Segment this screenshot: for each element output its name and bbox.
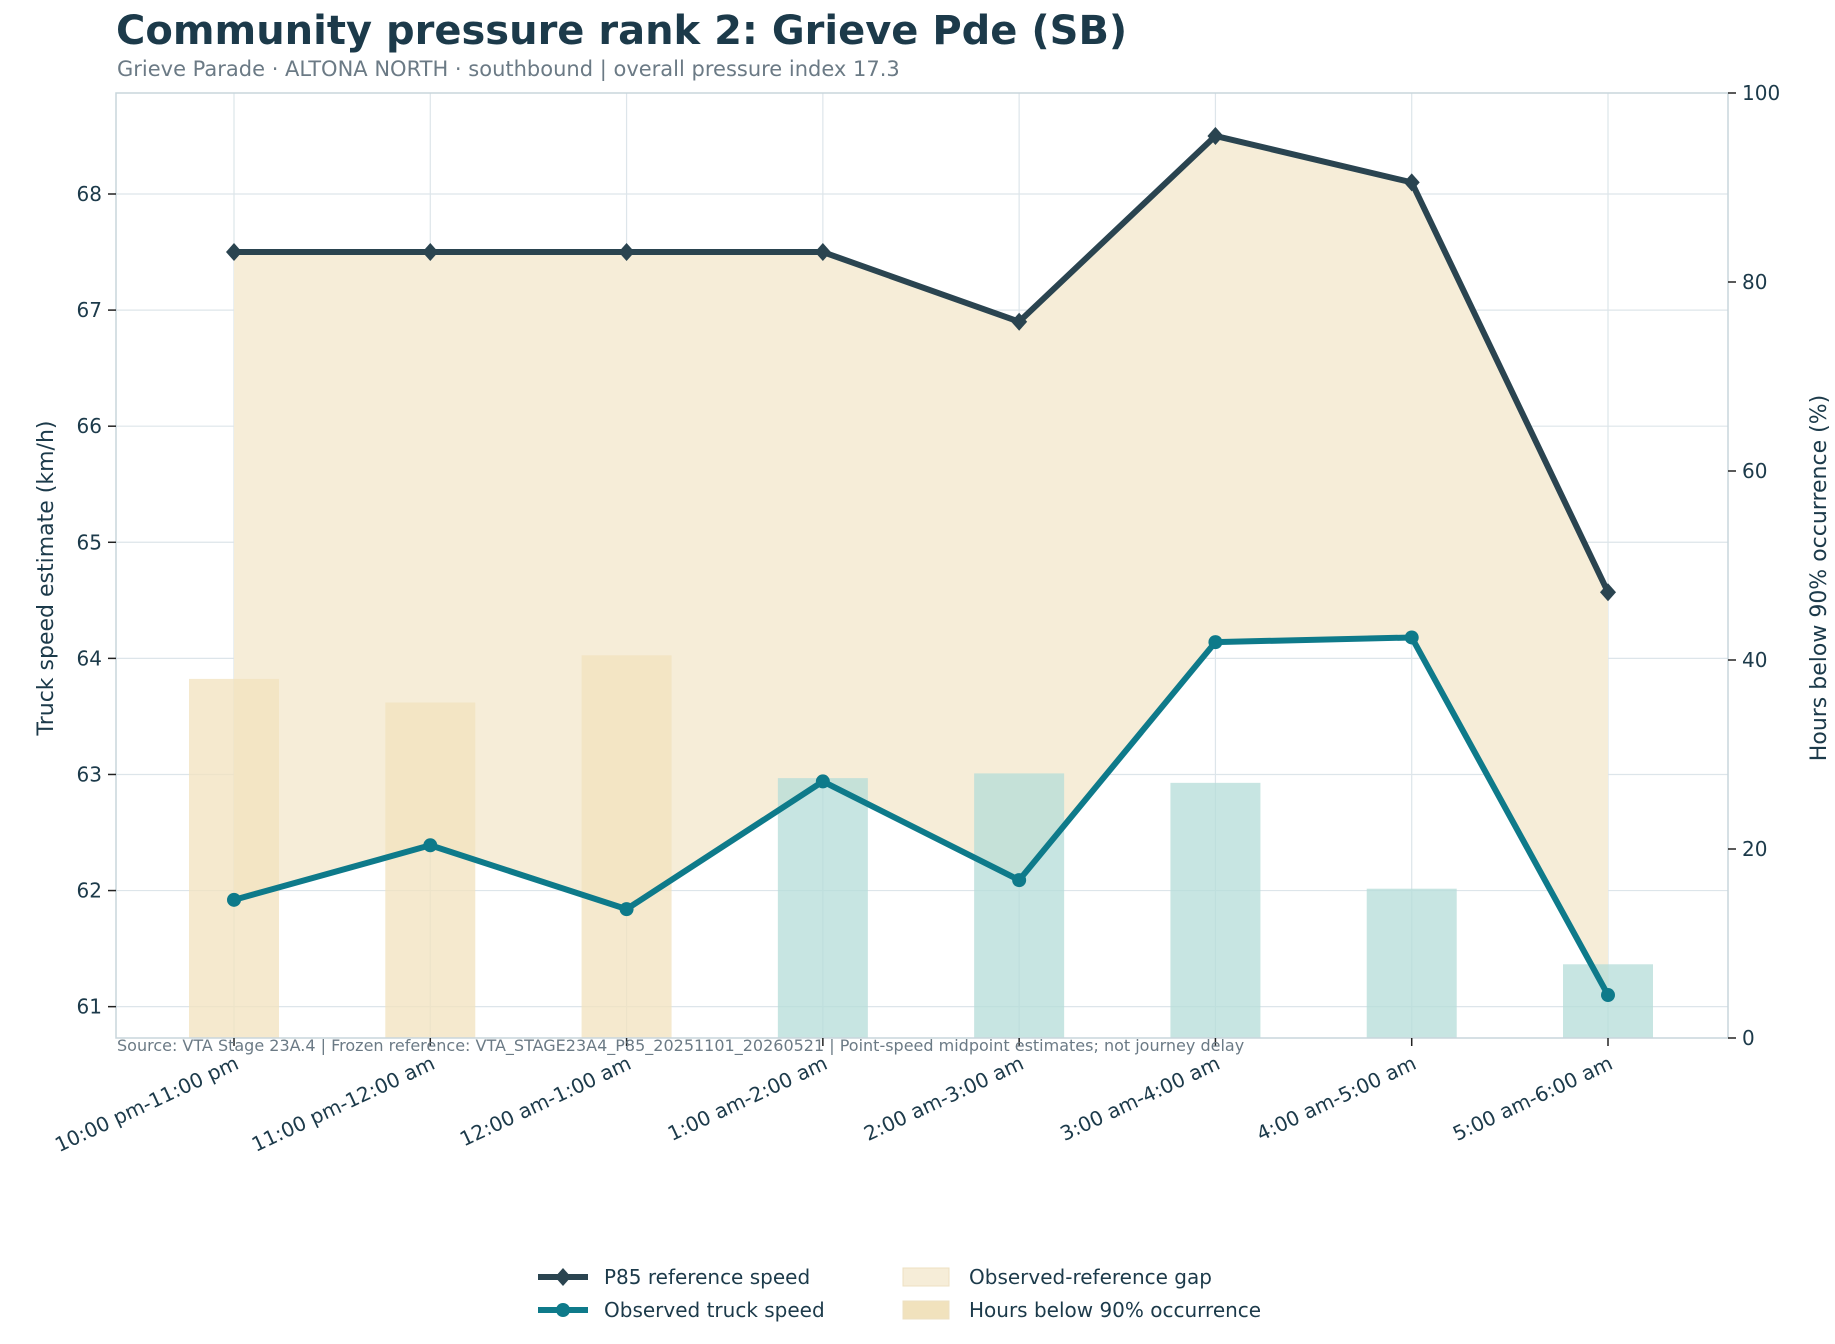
y-tick-label-left: 62 <box>77 879 102 903</box>
bar-hours-below <box>777 778 868 1038</box>
legend-label-gap: Observed-reference gap <box>969 1265 1212 1289</box>
y-axis-label-left: Truck speed estimate (km/h) <box>34 421 59 737</box>
legend: P85 reference speed Observed truck speed O… <box>538 1265 1261 1322</box>
y-tick-label-left: 65 <box>77 530 102 554</box>
y-tick-label-right: 0 <box>1742 1026 1755 1050</box>
y-axis-label-right: Hours below 90% occurrence (%) <box>1807 395 1832 761</box>
data-point-circle <box>1012 873 1027 888</box>
line-layer <box>226 126 1616 1003</box>
x-tick-label: 2:00 am-3:00 am <box>860 1051 1027 1146</box>
data-point-diamond <box>618 243 635 262</box>
series-line <box>234 132 1611 594</box>
bar-hours-below <box>189 678 279 1038</box>
y-tick-label-left: 61 <box>77 995 102 1019</box>
x-tick-label: 11:00 pm-12:00 am <box>248 1051 439 1157</box>
y-tick-label-left: 64 <box>77 646 102 670</box>
data-point-circle <box>227 892 241 907</box>
x-tick-label: 12:00 am-1:00 am <box>456 1051 635 1151</box>
legend-swatch-bars <box>902 1300 950 1320</box>
data-point-circle <box>815 774 830 789</box>
data-point-circle <box>619 902 634 917</box>
legend-marker-observed <box>556 1303 570 1317</box>
x-tick-label: 1:00 am-2:00 am <box>664 1051 831 1146</box>
y-tick-label-right: 40 <box>1742 648 1767 672</box>
data-point-diamond <box>1403 173 1420 192</box>
data-point-diamond <box>1011 312 1028 331</box>
data-point-diamond <box>422 243 439 262</box>
y-tick-label-left: 67 <box>77 298 102 322</box>
chart-title: Community pressure rank 2: Grieve Pde (S… <box>116 8 1128 54</box>
x-tick-label: 5:00 am-6:00 am <box>1449 1051 1616 1146</box>
y-tick-label-right: 20 <box>1742 837 1767 861</box>
legend-label-observed: Observed truck speed <box>604 1298 825 1322</box>
y-tick-label-right: 60 <box>1742 459 1767 483</box>
y-tick-label-left: 66 <box>77 414 102 438</box>
y-tick-label-left: 68 <box>77 182 102 206</box>
bar-hours-below <box>581 655 672 1038</box>
x-tick-label: 4:00 am-5:00 am <box>1253 1051 1420 1146</box>
axes <box>108 92 1736 1046</box>
legend-label-p85: P85 reference speed <box>604 1265 810 1289</box>
data-point-diamond <box>226 243 242 262</box>
y-tick-label-right: 100 <box>1742 81 1780 105</box>
y-tick-label-left: 63 <box>77 762 102 786</box>
legend-swatch-gap <box>902 1267 950 1287</box>
data-point-circle <box>1601 988 1615 1003</box>
data-point-diamond <box>1600 583 1616 602</box>
x-tick-label: 10:00 pm-11:00 pm <box>51 1051 242 1157</box>
data-point-circle <box>1404 630 1419 645</box>
gap-area-layer <box>234 135 1608 996</box>
bar-hours-below <box>974 773 1065 1038</box>
gap-area <box>234 135 1608 996</box>
bar-hours-below <box>1366 888 1457 1038</box>
legend-label-bars: Hours below 90% occurrence <box>969 1298 1261 1322</box>
plot-frame <box>115 92 1729 1039</box>
x-tick-label: 3:00 am-4:00 am <box>1056 1051 1223 1146</box>
chart-subtitle: Grieve Parade · ALTONA NORTH · southboun… <box>117 57 900 81</box>
legend-marker-p85 <box>555 1268 571 1286</box>
bar-hours-below <box>1170 782 1261 1038</box>
y-tick-label-right: 80 <box>1742 270 1767 294</box>
bar-hours-below <box>385 702 476 1038</box>
series-line <box>233 634 1611 997</box>
data-point-circle <box>1208 635 1223 650</box>
source-note: Source: VTA Stage 23A.4 | Frozen referen… <box>117 1036 1244 1056</box>
bar-layer <box>189 655 1653 1038</box>
data-point-diamond <box>1207 126 1224 145</box>
data-point-diamond <box>814 243 831 262</box>
data-point-circle <box>423 838 438 853</box>
